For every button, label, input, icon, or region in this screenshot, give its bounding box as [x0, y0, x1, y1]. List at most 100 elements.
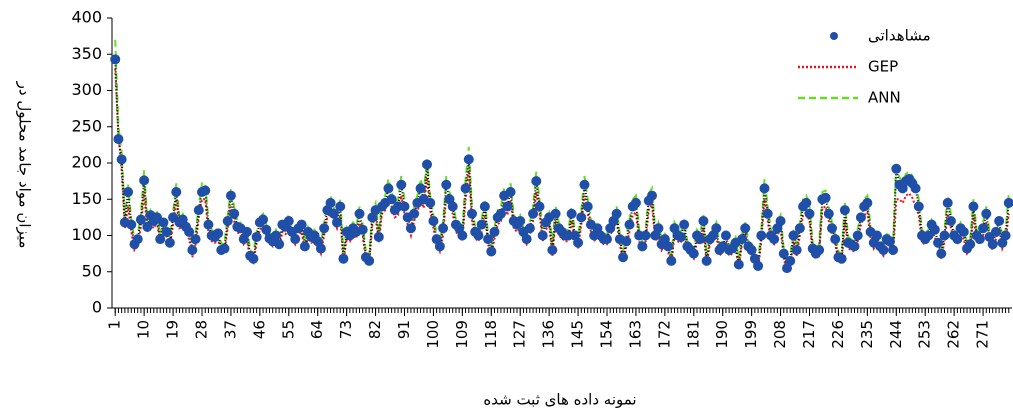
- data-point: [974, 234, 985, 245]
- data-point: [184, 226, 195, 237]
- data-point: [248, 253, 259, 264]
- data-point: [679, 219, 690, 230]
- legend-marker: [830, 32, 838, 40]
- data-point: [830, 234, 841, 245]
- data-point: [521, 234, 532, 245]
- data-point: [630, 197, 641, 208]
- data-point: [855, 212, 866, 223]
- data-point: [836, 253, 847, 264]
- data-point: [737, 234, 747, 245]
- y-tick-label: 300: [71, 80, 102, 99]
- data-point: [299, 241, 310, 252]
- x-tick-label: 46: [250, 320, 268, 339]
- x-tick-label: 271: [974, 320, 992, 349]
- data-point: [872, 230, 882, 241]
- data-point: [193, 205, 204, 216]
- data-point: [251, 231, 262, 242]
- data-point: [640, 230, 651, 241]
- x-tick-label: 190: [713, 320, 731, 349]
- data-point: [711, 223, 722, 234]
- data-point: [936, 248, 947, 259]
- data-point: [769, 234, 780, 245]
- data-point: [161, 226, 172, 237]
- data-point: [274, 239, 285, 250]
- data-point: [550, 208, 561, 219]
- x-tick-label: 136: [540, 320, 558, 349]
- data-point: [910, 183, 921, 194]
- data-point: [187, 245, 198, 255]
- x-tick-label: 1: [106, 320, 124, 330]
- data-point: [942, 197, 953, 208]
- data-point: [945, 216, 956, 226]
- x-tick-label: 109: [453, 320, 471, 349]
- data-point: [139, 175, 150, 186]
- data-point: [219, 243, 230, 254]
- data-point: [126, 219, 137, 230]
- data-point: [794, 223, 805, 234]
- data-point: [852, 230, 863, 241]
- data-point: [203, 219, 214, 230]
- data-point: [116, 154, 127, 165]
- data-point: [978, 223, 989, 234]
- data-point: [888, 245, 899, 255]
- legend-label: مشاهداتی: [868, 27, 931, 45]
- x-tick-label: 145: [569, 320, 587, 349]
- data-point: [425, 197, 436, 208]
- data-point: [566, 208, 577, 219]
- data-point: [409, 208, 420, 219]
- data-point: [383, 183, 394, 194]
- data-point: [862, 197, 873, 208]
- series-line: [114, 68, 1010, 275]
- data-point: [457, 230, 468, 241]
- data-point: [740, 223, 751, 234]
- data-point: [476, 219, 487, 230]
- data-point: [315, 243, 326, 254]
- x-tick-label: 100: [424, 320, 442, 349]
- data-point: [965, 239, 976, 250]
- data-point: [759, 183, 770, 194]
- data-point: [434, 241, 445, 252]
- data-point: [428, 216, 439, 226]
- data-point: [756, 230, 767, 241]
- data-point: [775, 216, 786, 226]
- y-tick-label: 0: [92, 298, 102, 317]
- data-point: [270, 230, 281, 241]
- data-point: [258, 214, 269, 225]
- data-point: [325, 197, 336, 208]
- y-tick-label: 400: [71, 8, 102, 27]
- data-point: [884, 236, 895, 247]
- data-point: [132, 234, 143, 245]
- data-point: [479, 201, 490, 212]
- data-point: [164, 237, 175, 248]
- data-point: [849, 241, 860, 252]
- x-tick-label: 55: [279, 320, 297, 339]
- x-tick-label: 64: [308, 320, 326, 339]
- data-point: [753, 260, 764, 271]
- data-point: [142, 221, 153, 232]
- data-point: [981, 208, 992, 219]
- x-tick-label: 226: [829, 320, 847, 349]
- y-tick-label: 50: [82, 261, 102, 280]
- data-point: [135, 214, 146, 225]
- data-point: [582, 201, 593, 212]
- data-point: [396, 179, 407, 190]
- data-point: [534, 201, 545, 212]
- y-tick-label: 150: [71, 189, 102, 208]
- data-point: [647, 190, 657, 201]
- data-point: [952, 234, 963, 245]
- data-point: [483, 234, 494, 245]
- data-point: [701, 255, 712, 266]
- data-point: [573, 237, 584, 248]
- data-point: [579, 179, 590, 190]
- data-point: [222, 216, 233, 226]
- data-point: [261, 224, 272, 235]
- x-tick-label: 28: [193, 320, 211, 339]
- data-point: [1003, 197, 1013, 208]
- data-point: [123, 187, 134, 197]
- data-point: [695, 234, 706, 245]
- data-point: [460, 183, 471, 194]
- x-tick-label: 154: [598, 320, 616, 349]
- data-point: [242, 226, 252, 237]
- data-point: [637, 241, 648, 252]
- data-point: [422, 159, 432, 170]
